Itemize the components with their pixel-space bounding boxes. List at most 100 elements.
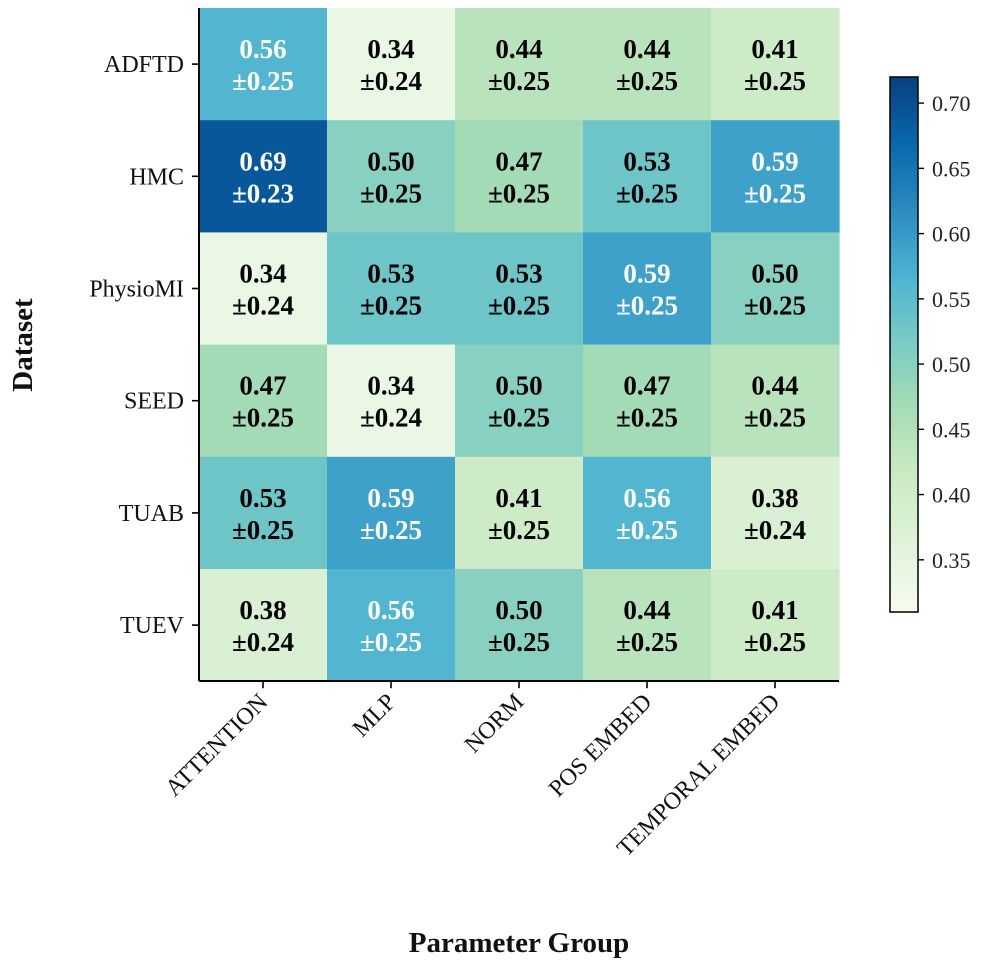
heatmap-cell bbox=[199, 8, 328, 121]
heatmap-cell bbox=[583, 344, 712, 458]
cell-std-label: ±0.24 bbox=[360, 66, 422, 96]
cell-std-label: ±0.25 bbox=[488, 627, 550, 657]
cell-value-label: 0.69 bbox=[239, 146, 286, 176]
heatmap-cell bbox=[199, 456, 328, 570]
heatmap-cell bbox=[455, 344, 584, 458]
colorbar-ticks: 0.35 0.40 0.45 0.50 0.55 0.60 0.65 0.70 bbox=[918, 91, 971, 573]
cell-std-label: ±0.25 bbox=[616, 403, 678, 433]
cell-std-label: ±0.25 bbox=[232, 515, 294, 545]
heatmap-cell bbox=[583, 456, 712, 570]
heatmap-cell bbox=[455, 569, 584, 682]
cell-value-label: 0.50 bbox=[751, 259, 798, 289]
cell-std-label: ±0.25 bbox=[360, 515, 422, 545]
y-tick-label: SEED bbox=[124, 389, 184, 415]
colorbar-tick-label: 0.60 bbox=[932, 222, 971, 247]
cell-std-label: ±0.25 bbox=[360, 178, 422, 208]
x-axis-title: Parameter Group bbox=[409, 927, 629, 959]
x-tick-label: MLP bbox=[348, 689, 401, 742]
cell-value-label: 0.59 bbox=[751, 146, 798, 176]
cell-value-label: 0.34 bbox=[367, 371, 414, 401]
cell-value-label: 0.53 bbox=[495, 259, 542, 289]
cell-value-label: 0.34 bbox=[367, 34, 414, 64]
cell-std-label: ±0.24 bbox=[232, 627, 294, 657]
cell-value-label: 0.41 bbox=[751, 34, 798, 64]
cell-std-label: ±0.25 bbox=[744, 178, 806, 208]
y-tick-label: ADFTD bbox=[104, 52, 184, 78]
cell-value-label: 0.53 bbox=[239, 483, 286, 513]
cell-value-label: 0.59 bbox=[623, 259, 670, 289]
heatmap-cell bbox=[199, 344, 328, 458]
cell-std-label: ±0.25 bbox=[744, 291, 806, 321]
y-tick-label: PhysioMI bbox=[89, 277, 184, 303]
heatmap-cell bbox=[711, 344, 840, 458]
cell-std-label: ±0.25 bbox=[360, 291, 422, 321]
colorbar-tick-label: 0.45 bbox=[932, 417, 971, 442]
colorbar-tick-label: 0.35 bbox=[932, 548, 971, 573]
cell-value-label: 0.44 bbox=[623, 34, 670, 64]
heatmap-cell bbox=[327, 120, 456, 233]
heatmap-cell bbox=[583, 569, 712, 682]
cell-value-label: 0.47 bbox=[239, 371, 286, 401]
heatmap-cell bbox=[455, 120, 584, 233]
cell-value-label: 0.47 bbox=[623, 371, 670, 401]
cell-value-label: 0.50 bbox=[495, 371, 542, 401]
cell-value-label: 0.38 bbox=[239, 595, 286, 625]
heatmap-cell bbox=[583, 8, 712, 121]
cell-std-label: ±0.24 bbox=[744, 515, 806, 545]
heatmap-cell bbox=[455, 456, 584, 570]
heatmap-cell bbox=[583, 120, 712, 233]
cell-value-label: 0.53 bbox=[623, 146, 670, 176]
y-axis-title: Dataset bbox=[7, 298, 39, 392]
heatmap-cell bbox=[455, 232, 584, 346]
cell-std-label: ±0.25 bbox=[616, 66, 678, 96]
cell-std-label: ±0.25 bbox=[360, 627, 422, 657]
cell-value-label: 0.44 bbox=[623, 595, 670, 625]
heatmap-cell bbox=[711, 8, 840, 121]
heatmap-cell bbox=[199, 569, 328, 682]
colorbar-tick-label: 0.65 bbox=[932, 156, 971, 181]
colorbar-tick-label: 0.40 bbox=[932, 483, 971, 508]
y-tick-label: TUEV bbox=[120, 613, 185, 639]
cell-value-label: 0.53 bbox=[367, 259, 414, 289]
y-axis-ticks: ADFTD HMC PhysioMI SEED TUAB TUEV bbox=[89, 52, 199, 639]
cell-std-label: ±0.25 bbox=[232, 66, 294, 96]
cell-std-label: ±0.25 bbox=[488, 66, 550, 96]
cell-std-label: ±0.25 bbox=[744, 403, 806, 433]
colorbar-tick-label: 0.70 bbox=[932, 91, 971, 116]
cell-value-label: 0.59 bbox=[367, 483, 414, 513]
heatmap-cell bbox=[327, 232, 456, 346]
heatmap-cell bbox=[711, 120, 840, 233]
colorbar-gradient bbox=[889, 76, 919, 613]
heatmap-cells bbox=[199, 8, 840, 682]
heatmap-cell bbox=[327, 344, 456, 458]
cell-std-label: ±0.25 bbox=[616, 515, 678, 545]
cell-std-label: ±0.25 bbox=[488, 178, 550, 208]
cell-value-label: 0.44 bbox=[751, 371, 798, 401]
x-tick-label: NORM bbox=[460, 689, 529, 758]
cell-std-label: ±0.24 bbox=[232, 291, 294, 321]
cell-std-label: ±0.24 bbox=[360, 403, 422, 433]
heatmap-cell-labels: 0.56±0.250.34±0.240.44±0.250.44±0.250.41… bbox=[232, 34, 806, 657]
heatmap-cell bbox=[711, 232, 840, 346]
heatmap-cell bbox=[711, 456, 840, 570]
cell-std-label: ±0.25 bbox=[232, 403, 294, 433]
heatmap-cell bbox=[327, 569, 456, 682]
cell-value-label: 0.56 bbox=[623, 483, 670, 513]
cell-std-label: ±0.25 bbox=[744, 66, 806, 96]
cell-std-label: ±0.23 bbox=[232, 178, 294, 208]
cell-std-label: ±0.25 bbox=[744, 627, 806, 657]
heatmap-cell bbox=[583, 232, 712, 346]
cell-std-label: ±0.25 bbox=[616, 627, 678, 657]
colorbar-tick-label: 0.55 bbox=[932, 287, 971, 312]
heatmap-cell bbox=[455, 8, 584, 121]
x-tick-label: POS EMBED bbox=[544, 689, 657, 802]
heatmap-axes bbox=[198, 8, 839, 682]
heatmap-cell bbox=[199, 232, 328, 346]
cell-std-label: ±0.25 bbox=[616, 178, 678, 208]
cell-value-label: 0.56 bbox=[239, 34, 286, 64]
cell-value-label: 0.50 bbox=[367, 146, 414, 176]
heatmap-cell bbox=[327, 8, 456, 121]
cell-std-label: ±0.25 bbox=[488, 403, 550, 433]
heatmap-cell bbox=[711, 569, 840, 682]
